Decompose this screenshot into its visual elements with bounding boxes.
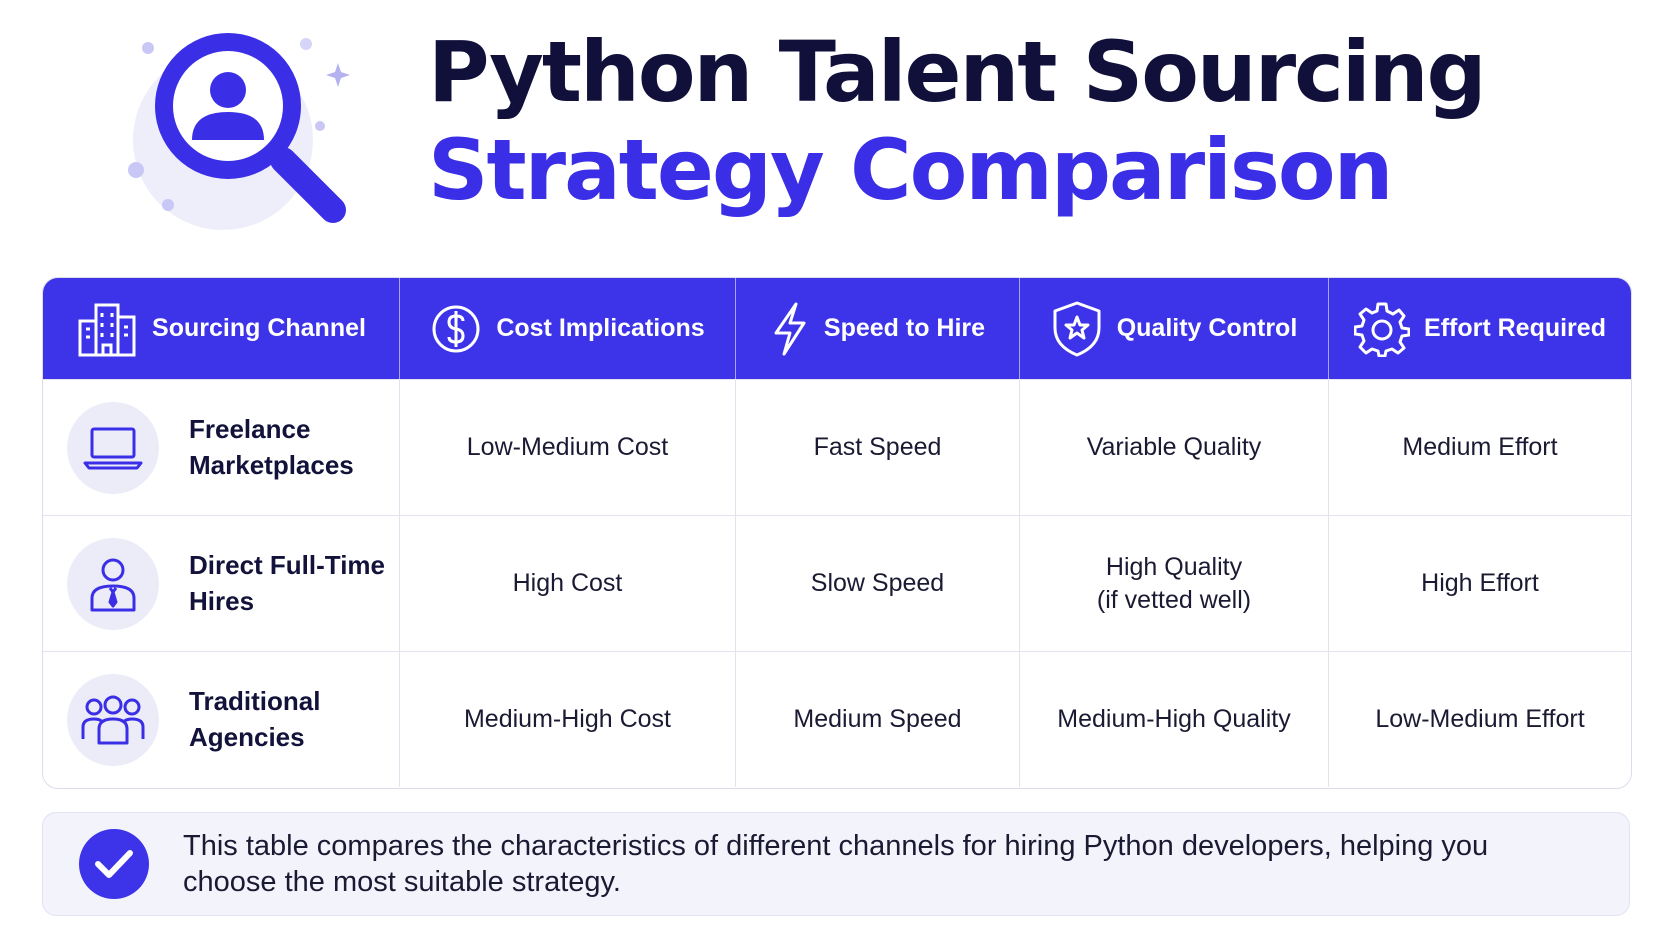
table-row: Freelance Marketplaces Low-Medium Cost F…	[43, 379, 1631, 515]
header-label: Cost Implications	[496, 314, 705, 342]
laptop-icon	[67, 401, 159, 494]
header-label: Sourcing Channel	[152, 314, 366, 342]
channel-name: Traditional Agencies	[189, 686, 321, 752]
channel-cell: Traditional Agencies	[43, 652, 400, 787]
channel-cell: Direct Full-Time Hires	[43, 516, 400, 651]
speed-cell: Slow Speed	[736, 516, 1020, 651]
table-row: Direct Full-Time Hires High Cost Slow Sp…	[43, 515, 1631, 651]
cost-cell: Low-Medium Cost	[400, 380, 736, 515]
speed-cell: Medium Speed	[736, 652, 1020, 787]
header-label: Effort Required	[1424, 314, 1606, 342]
lightning-icon	[774, 302, 806, 355]
speed-cell: Fast Speed	[736, 380, 1020, 515]
page-title: Python Talent Sourcing Strategy Comparis…	[428, 23, 1487, 219]
quality-cell: Variable Quality	[1020, 380, 1329, 515]
header-effort-required: Effort Required	[1329, 278, 1631, 379]
header-speed-to-hire: Speed to Hire	[736, 278, 1020, 379]
dollar-icon	[432, 305, 480, 352]
checkmark-icon	[79, 829, 149, 899]
building-icon	[78, 303, 136, 356]
group-icon	[67, 673, 159, 766]
header-sourcing-channel: Sourcing Channel	[43, 278, 400, 379]
shield-star-icon	[1053, 301, 1101, 356]
title-line-1: Python Talent Sourcing	[428, 23, 1487, 121]
header-label: Quality Control	[1116, 314, 1298, 342]
table-row: Traditional Agencies Medium-High Cost Me…	[43, 651, 1631, 787]
quality-cell: Medium-High Quality	[1020, 652, 1329, 787]
effort-cell: High Effort	[1421, 569, 1539, 598]
effort-cell: Medium Effort	[1402, 433, 1558, 462]
channel-name: Freelance Marketplaces	[189, 414, 354, 480]
effort-cell: Low-Medium Effort	[1375, 705, 1585, 734]
magnifier-person-icon	[128, 30, 388, 240]
quality-cell: High Quality (if vetted well)	[1020, 516, 1329, 651]
cost-cell: Medium-High Cost	[400, 652, 736, 787]
note-text: This table compares the characteristics …	[183, 829, 1489, 898]
table-header-row: Sourcing Channel Cost Implications Speed…	[43, 278, 1631, 379]
header-label: Speed to Hire	[823, 314, 986, 342]
employee-icon	[67, 537, 159, 630]
header-cost-implications: Cost Implications	[400, 278, 736, 379]
gear-icon	[1354, 302, 1411, 357]
title-line-2: Strategy Comparison	[428, 121, 1393, 219]
channel-name: Direct Full-Time Hires	[189, 550, 386, 616]
comparison-table: Sourcing Channel Cost Implications Speed…	[42, 277, 1632, 789]
info-note: This table compares the characteristics …	[42, 812, 1630, 916]
channel-cell: Freelance Marketplaces	[43, 380, 400, 515]
header-quality-control: Quality Control	[1020, 278, 1329, 379]
cost-cell: High Cost	[400, 516, 736, 651]
